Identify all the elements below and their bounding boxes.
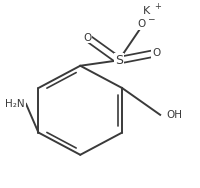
Text: O: O <box>152 48 160 58</box>
Text: −: − <box>147 14 155 23</box>
Text: +: + <box>154 2 161 11</box>
Text: O: O <box>83 33 91 43</box>
Text: H₂N: H₂N <box>5 99 25 109</box>
Text: OH: OH <box>166 110 182 120</box>
Text: O: O <box>137 19 146 29</box>
Text: S: S <box>115 54 123 67</box>
Text: K: K <box>143 6 150 16</box>
